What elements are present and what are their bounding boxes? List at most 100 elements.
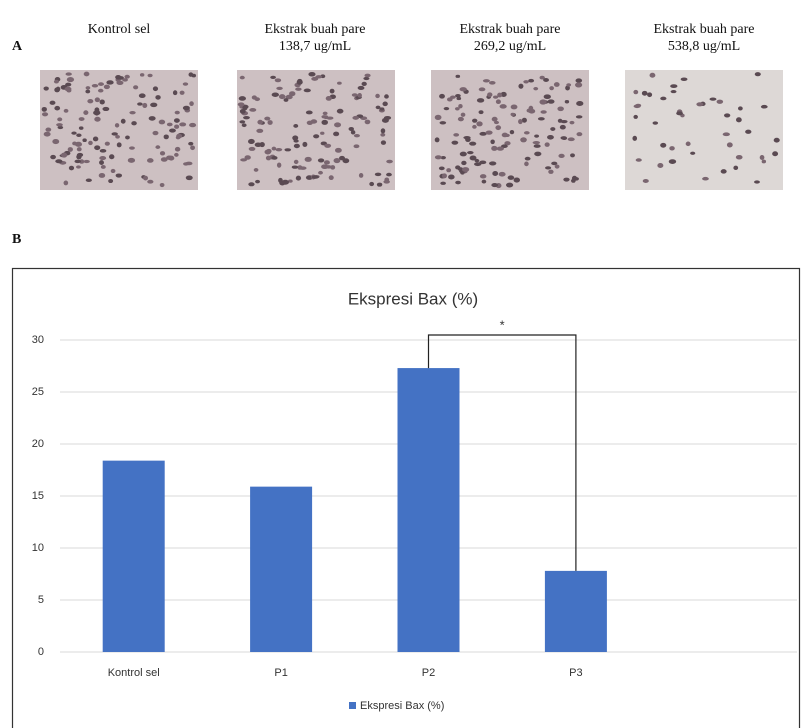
cell [111,132,117,135]
cell [55,159,62,163]
cell [555,164,560,168]
cell [239,96,246,101]
cell [100,149,107,153]
cell [384,116,391,120]
cell [533,87,538,90]
cell [544,94,551,99]
cell [660,97,666,101]
cell [461,161,466,165]
cell [50,101,56,105]
cell [352,116,359,120]
cell [189,123,196,127]
cell [524,131,530,134]
cell [369,182,374,186]
cell [534,134,539,137]
cell [381,140,386,145]
image-caption: Kontrol sel [88,22,151,37]
cell [563,178,569,182]
cell [183,82,188,85]
cell [100,99,105,104]
cell [330,89,335,94]
cell [491,183,498,187]
cell [254,168,259,172]
cell [160,183,165,187]
cell [483,79,490,82]
cell [710,97,717,100]
cell [312,175,319,178]
cell [657,163,663,168]
cell [155,95,160,100]
cell [240,76,245,80]
cell [736,155,743,159]
cell [450,96,456,99]
cell [308,72,315,76]
cell [44,132,51,137]
cell [129,111,135,114]
cell [76,165,81,168]
cell [121,119,126,124]
cell [529,106,534,111]
cell [87,99,93,103]
cell [164,134,169,139]
cell [266,156,271,161]
image-caption: 538,8 ug/mL [668,39,740,54]
cell [296,176,301,181]
cell [189,101,194,106]
cell [382,102,387,107]
cell [518,84,523,89]
y-tick-label: 10 [32,542,44,554]
cell [351,130,356,134]
cell [105,142,110,146]
cell [337,109,344,114]
cell [444,107,449,110]
cell [755,72,761,76]
cell [64,180,69,185]
cell [362,82,367,86]
cell [85,90,90,94]
y-tick-label: 25 [32,386,44,398]
cell [304,89,311,93]
cell [762,160,766,164]
cell [174,125,179,129]
cell [276,87,283,90]
cell [175,111,180,115]
cell [189,72,194,76]
cell [560,136,566,139]
panel-label: B [12,232,21,247]
y-tick-label: 5 [38,594,44,606]
cell [42,112,48,116]
cell [376,106,381,110]
cell [525,157,531,161]
cell [133,85,138,89]
cell [736,117,742,122]
cell [122,78,128,82]
cell [54,106,60,111]
cell [539,99,546,104]
cell [42,107,47,112]
cell [363,77,369,80]
cell [147,180,153,184]
bar [398,368,460,652]
cell [83,110,88,115]
cell [761,105,768,109]
cell [101,165,106,169]
cell [98,89,103,93]
cell [65,87,72,92]
cell [479,161,486,165]
cell [568,137,575,141]
cell [44,86,49,90]
cell [334,158,341,163]
cell [99,156,106,160]
image-caption: 269,2 ug/mL [474,39,546,54]
cell [239,120,245,123]
cell [533,141,540,144]
cell [754,180,760,183]
cell [670,84,677,88]
cell [330,165,335,170]
cell [295,88,301,91]
cell [465,137,471,142]
cell [653,121,659,124]
cell [125,136,130,140]
cell [305,157,312,162]
cell [721,169,727,173]
